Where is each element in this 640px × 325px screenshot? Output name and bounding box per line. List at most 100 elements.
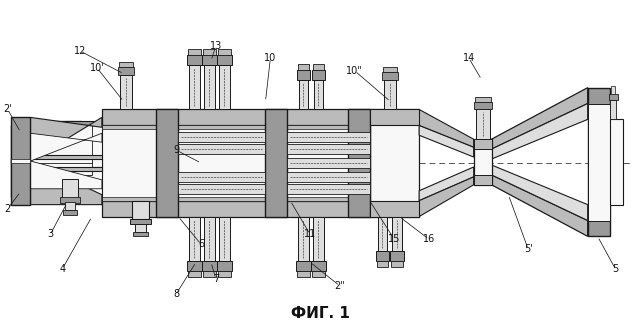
- Bar: [297, 271, 310, 277]
- Text: 6: 6: [198, 239, 204, 249]
- Bar: [187, 55, 202, 65]
- Polygon shape: [26, 159, 92, 200]
- Bar: [219, 216, 230, 261]
- Bar: [312, 70, 325, 80]
- Bar: [188, 271, 201, 277]
- Bar: [611, 99, 616, 119]
- Bar: [119, 62, 132, 67]
- Bar: [313, 216, 324, 261]
- Bar: [134, 225, 147, 232]
- Bar: [202, 261, 217, 271]
- Bar: [299, 80, 308, 110]
- Bar: [178, 132, 266, 142]
- Polygon shape: [26, 159, 102, 197]
- Bar: [219, 65, 230, 110]
- Bar: [390, 251, 404, 261]
- Text: 4: 4: [59, 264, 65, 274]
- Bar: [156, 110, 178, 216]
- Polygon shape: [492, 165, 588, 220]
- Polygon shape: [26, 167, 102, 171]
- Bar: [311, 261, 326, 271]
- Bar: [102, 125, 369, 129]
- Bar: [178, 172, 266, 182]
- Text: 10": 10": [346, 66, 363, 76]
- Polygon shape: [26, 155, 102, 159]
- Bar: [385, 80, 396, 110]
- Bar: [11, 161, 26, 163]
- Bar: [588, 103, 609, 220]
- Polygon shape: [26, 197, 102, 201]
- Bar: [369, 110, 419, 216]
- Bar: [611, 86, 616, 94]
- Bar: [298, 64, 309, 70]
- Bar: [609, 94, 618, 99]
- Bar: [11, 125, 26, 163]
- Bar: [11, 159, 31, 163]
- Bar: [178, 144, 266, 154]
- Bar: [204, 65, 215, 110]
- Bar: [383, 67, 397, 72]
- Polygon shape: [31, 161, 102, 205]
- Text: 10': 10': [90, 63, 104, 73]
- Polygon shape: [26, 125, 102, 167]
- Bar: [217, 261, 232, 271]
- Bar: [348, 110, 369, 216]
- Polygon shape: [26, 197, 82, 201]
- Bar: [474, 175, 492, 185]
- Text: 8: 8: [173, 289, 179, 299]
- Bar: [202, 55, 217, 65]
- Bar: [376, 251, 389, 261]
- Bar: [369, 201, 419, 216]
- Text: 15: 15: [388, 234, 401, 244]
- Bar: [298, 216, 309, 261]
- Bar: [218, 271, 231, 277]
- Bar: [187, 261, 202, 271]
- Bar: [287, 158, 369, 168]
- Polygon shape: [492, 175, 588, 236]
- Bar: [11, 117, 31, 161]
- Bar: [287, 144, 369, 154]
- Polygon shape: [492, 103, 588, 159]
- Bar: [132, 232, 148, 236]
- Bar: [203, 49, 216, 55]
- Bar: [204, 216, 215, 261]
- Bar: [609, 119, 623, 205]
- Text: 11: 11: [304, 229, 316, 240]
- Bar: [178, 184, 266, 194]
- Bar: [474, 139, 492, 149]
- Bar: [474, 101, 492, 110]
- Text: 9: 9: [173, 145, 179, 155]
- Bar: [102, 125, 369, 201]
- Polygon shape: [31, 133, 102, 161]
- Polygon shape: [31, 117, 102, 161]
- Text: 5: 5: [612, 264, 619, 274]
- Text: 2": 2": [335, 281, 345, 291]
- Polygon shape: [419, 125, 474, 157]
- Bar: [11, 159, 26, 197]
- Bar: [118, 67, 134, 75]
- Polygon shape: [26, 125, 92, 163]
- Polygon shape: [26, 121, 82, 125]
- Bar: [188, 49, 201, 55]
- Bar: [102, 110, 369, 125]
- Text: 12: 12: [74, 46, 86, 56]
- Bar: [376, 261, 388, 267]
- Bar: [102, 201, 369, 216]
- Bar: [313, 64, 324, 70]
- Text: 3: 3: [47, 229, 53, 240]
- Bar: [296, 261, 311, 271]
- Polygon shape: [419, 110, 474, 147]
- Polygon shape: [492, 88, 588, 149]
- Bar: [266, 110, 287, 216]
- Bar: [475, 97, 490, 101]
- Bar: [60, 197, 80, 203]
- Polygon shape: [31, 161, 102, 189]
- Bar: [297, 70, 310, 80]
- Polygon shape: [419, 167, 474, 201]
- Text: 2': 2': [3, 104, 12, 114]
- Bar: [132, 201, 150, 218]
- Bar: [287, 132, 369, 142]
- Bar: [189, 216, 200, 261]
- Text: 5': 5': [524, 244, 532, 254]
- Bar: [383, 72, 398, 80]
